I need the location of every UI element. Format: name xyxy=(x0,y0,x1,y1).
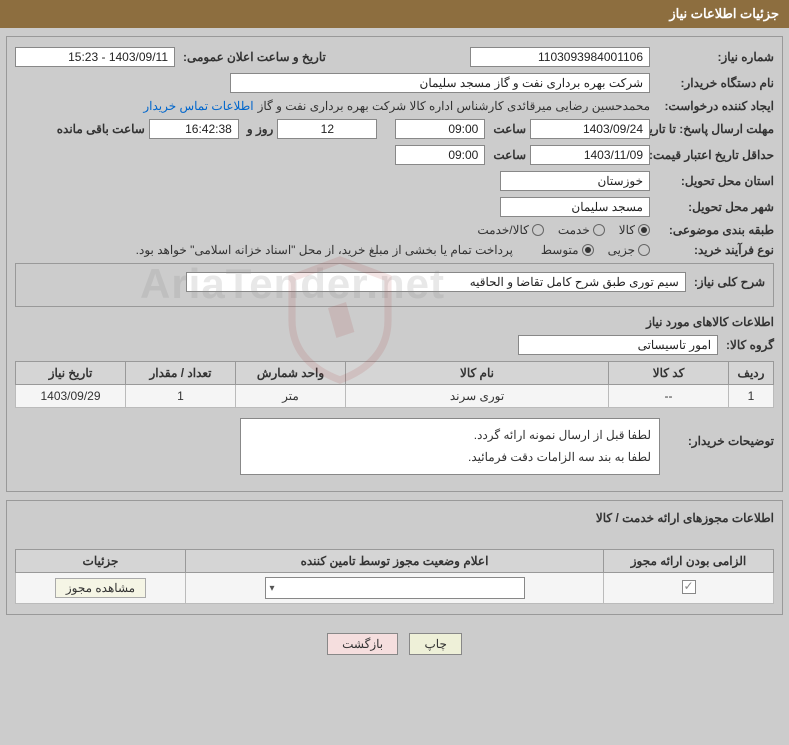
deadline-date-field: 1403/09/24 xyxy=(530,119,650,139)
lic-col-mandatory: الزامی بودن ارائه مجوز xyxy=(604,550,774,573)
summary-label: شرح کلی نیاز: xyxy=(690,275,765,289)
buyer-notes-line1: لطفا قبل از ارسال نمونه ارائه گردد. xyxy=(249,425,651,447)
radio-label: جزیی xyxy=(608,243,635,257)
category-radio-both[interactable]: کالا/خدمت xyxy=(477,223,543,237)
buyer-notes-field: لطفا قبل از ارسال نمونه ارائه گردد. لطفا… xyxy=(240,418,660,475)
validity-time-field: 09:00 xyxy=(395,145,485,165)
deadline-label: مهلت ارسال پاسخ: تا تاریخ: xyxy=(654,122,774,136)
chevron-down-icon: ▾ xyxy=(270,583,275,594)
remaining-time-field: 16:42:38 xyxy=(149,119,239,139)
page-title: جزئیات اطلاعات نیاز xyxy=(0,0,789,28)
lic-details-cell: مشاهده مجوز xyxy=(16,573,186,604)
category-radio-group: کالا خدمت کالا/خدمت xyxy=(477,223,650,237)
cell-code: -- xyxy=(609,385,729,408)
radio-icon xyxy=(593,224,605,236)
province-label: استان محل تحویل: xyxy=(654,174,774,188)
info-panel: شماره نیاز: 1103093984001106 تاریخ و ساع… xyxy=(6,36,783,492)
validity-label: حداقل تاریخ اعتبار قیمت: تا تاریخ: xyxy=(654,148,774,162)
back-button[interactable]: بازگشت xyxy=(327,633,398,655)
license-section-title: اطلاعات مجوزهای ارائه خدمت / کالا xyxy=(15,511,774,525)
category-label: طبقه بندی موضوعی: xyxy=(654,223,774,237)
buyer-notes-line2: لطفا به بند سه الزامات دقت فرمائید. xyxy=(249,447,651,469)
mandatory-checkbox[interactable] xyxy=(682,580,696,594)
lic-col-status: اعلام وضعیت مجوز توسط تامین کننده xyxy=(186,550,604,573)
radio-icon xyxy=(638,224,650,236)
radio-icon xyxy=(638,244,650,256)
view-license-button[interactable]: مشاهده مجوز xyxy=(55,578,146,598)
need-number-label: شماره نیاز: xyxy=(654,50,774,64)
print-button[interactable]: چاپ xyxy=(409,633,461,655)
table-row: ▾ مشاهده مجوز xyxy=(16,573,774,604)
cell-idx: 1 xyxy=(729,385,774,408)
contact-link[interactable]: اطلاعات تماس خریدار xyxy=(143,99,253,113)
col-unit: واحد شمارش xyxy=(236,362,346,385)
col-name: نام کالا xyxy=(346,362,609,385)
cell-name: توری سرند xyxy=(346,385,609,408)
category-radio-service[interactable]: خدمت xyxy=(558,223,605,237)
goods-section-title: اطلاعات کالاهای مورد نیاز xyxy=(15,315,774,329)
validity-date-field: 1403/11/09 xyxy=(530,145,650,165)
process-radio-group: جزیی متوسط xyxy=(541,243,650,257)
need-number-field: 1103093984001106 xyxy=(470,47,650,67)
goods-table: ردیف کد کالا نام کالا واحد شمارش تعداد /… xyxy=(15,361,774,408)
lic-col-details: جزئیات xyxy=(16,550,186,573)
goods-group-field: امور تاسیساتی xyxy=(518,335,718,355)
province-field: خوزستان xyxy=(500,171,650,191)
radio-label: متوسط xyxy=(541,243,579,257)
process-label: نوع فرآیند خرید: xyxy=(654,243,774,257)
announce-label: تاریخ و ساعت اعلان عمومی: xyxy=(179,50,326,64)
license-panel: اطلاعات مجوزهای ارائه خدمت / کالا الزامی… xyxy=(6,500,783,615)
remaining-time-label: ساعت باقی مانده xyxy=(53,122,145,136)
cell-date: 1403/09/29 xyxy=(16,385,126,408)
radio-label: کالا/خدمت xyxy=(477,223,528,237)
city-label: شهر محل تحویل: xyxy=(654,200,774,214)
col-code: کد کالا xyxy=(609,362,729,385)
announce-field: 1403/09/11 - 15:23 xyxy=(15,47,175,67)
summary-field: سیم توری طبق شرح کامل تقاضا و الحاقیه xyxy=(186,272,686,292)
license-table: الزامی بودن ارائه مجوز اعلام وضعیت مجوز … xyxy=(15,549,774,604)
remaining-days-label: روز و xyxy=(243,122,274,136)
remaining-days-field: 12 xyxy=(277,119,377,139)
radio-label: خدمت xyxy=(558,223,590,237)
radio-icon xyxy=(532,224,544,236)
buyer-org-field: شرکت بهره برداری نفت و گاز مسجد سلیمان xyxy=(230,73,650,93)
lic-mandatory-cell xyxy=(604,573,774,604)
payment-note: پرداخت تمام یا بخشی از مبلغ خرید، از محل… xyxy=(136,243,513,257)
table-row: 1 -- توری سرند متر 1 1403/09/29 xyxy=(16,385,774,408)
category-radio-goods[interactable]: کالا xyxy=(619,223,650,237)
buyer-org-label: نام دستگاه خریدار: xyxy=(654,76,774,90)
cell-qty: 1 xyxy=(126,385,236,408)
requester-text: محمدحسین رضایی میرقائدی کارشناس اداره کا… xyxy=(258,99,650,113)
col-date: تاریخ نیاز xyxy=(16,362,126,385)
radio-icon xyxy=(582,244,594,256)
deadline-time-field: 09:00 xyxy=(395,119,485,139)
goods-group-label: گروه کالا: xyxy=(722,338,774,352)
lic-status-cell: ▾ xyxy=(186,573,604,604)
deadline-time-label: ساعت xyxy=(489,122,526,136)
requester-label: ایجاد کننده درخواست: xyxy=(654,99,774,113)
buyer-notes-label: توضیحات خریدار: xyxy=(664,418,774,448)
validity-time-label: ساعت xyxy=(489,148,526,162)
status-select[interactable]: ▾ xyxy=(265,577,525,599)
city-field: مسجد سلیمان xyxy=(500,197,650,217)
process-radio-minor[interactable]: جزیی xyxy=(608,243,650,257)
process-radio-medium[interactable]: متوسط xyxy=(541,243,594,257)
col-idx: ردیف xyxy=(729,362,774,385)
radio-label: کالا xyxy=(619,223,635,237)
cell-unit: متر xyxy=(236,385,346,408)
col-qty: تعداد / مقدار xyxy=(126,362,236,385)
footer-buttons: چاپ بازگشت xyxy=(0,623,789,661)
summary-box: شرح کلی نیاز: سیم توری طبق شرح کامل تقاض… xyxy=(15,263,774,307)
